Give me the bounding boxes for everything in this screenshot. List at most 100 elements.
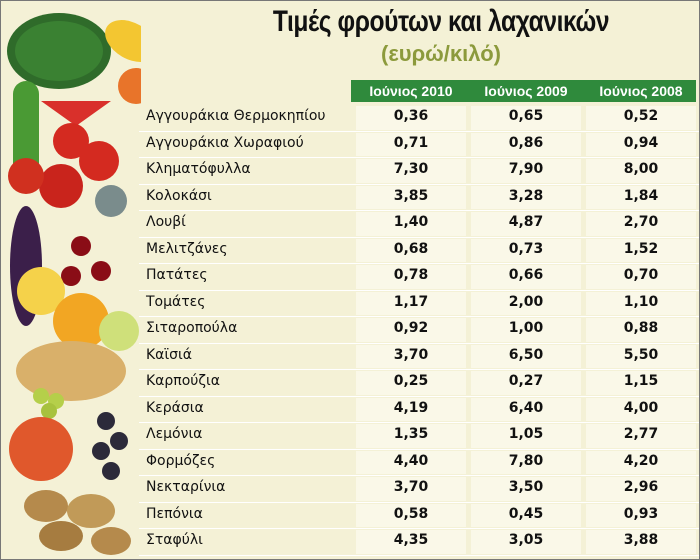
row-label: Λεμόνια — [146, 426, 203, 442]
price: 0,66 — [508, 267, 544, 283]
cell-bg — [471, 238, 581, 262]
price: 7,90 — [508, 161, 544, 177]
price: 3,88 — [623, 532, 659, 548]
cell-bg — [471, 159, 581, 183]
price: 0,65 — [508, 108, 544, 124]
row-label: Πεπόνια — [146, 505, 203, 522]
price: 2,96 — [623, 479, 659, 495]
price: 0,58 — [393, 505, 429, 522]
cell-bg — [356, 344, 466, 368]
row-divider — [139, 448, 699, 450]
cell-bg — [356, 132, 466, 156]
cell-bg — [471, 106, 581, 130]
cell-bg — [471, 212, 581, 236]
row-divider — [139, 395, 699, 397]
row-divider — [139, 422, 699, 423]
cell-bg — [471, 477, 581, 501]
price: 0,71 — [393, 134, 429, 151]
price: 0,70 — [623, 267, 659, 283]
row-divider — [139, 475, 699, 476]
cell-bg — [356, 530, 466, 554]
cell-bg — [586, 291, 696, 315]
cell-bg — [586, 106, 696, 130]
price: 2,77 — [623, 426, 659, 442]
row-label: Νεκταρίνια — [146, 479, 226, 495]
price: 4,35 — [393, 532, 429, 548]
cell-bg — [471, 344, 581, 368]
cell-bg — [586, 318, 696, 342]
price: 1,15 — [623, 373, 659, 389]
row-divider — [139, 316, 699, 317]
cell-bg — [356, 185, 466, 209]
column-header: Ιούνιος 2009 — [484, 83, 568, 99]
row-divider — [139, 236, 699, 238]
cell-bg — [586, 371, 696, 395]
cell-bg — [471, 291, 581, 315]
price: 6,50 — [508, 346, 544, 363]
price: 3,70 — [393, 346, 429, 363]
row-divider — [139, 501, 699, 503]
price: 2,70 — [623, 214, 659, 230]
cell-bg — [586, 424, 696, 448]
cell-bg — [356, 503, 466, 527]
cell-bg — [586, 159, 696, 183]
cell-bg — [356, 238, 466, 262]
cell-bg — [356, 265, 466, 289]
row-label: Αγγουράκια Χωραφιού — [146, 134, 304, 151]
price: 1,40 — [393, 214, 429, 230]
row-label: Τομάτες — [146, 293, 206, 310]
price: 0,86 — [508, 134, 544, 151]
title: Τιμές φρούτων και λαχανικών — [272, 5, 610, 38]
price: 4,20 — [623, 452, 659, 469]
row-divider — [139, 369, 699, 370]
column-header: Ιούνιος 2010 — [369, 83, 453, 99]
row-divider — [139, 554, 699, 556]
cell-bg — [356, 450, 466, 474]
row-label: Κεράσια — [146, 399, 204, 416]
price: 0,78 — [393, 267, 429, 283]
price: 3,50 — [508, 479, 544, 495]
price: 0,93 — [623, 505, 659, 522]
row-label: Καϊσιά — [146, 346, 192, 363]
cell-bg — [586, 132, 696, 156]
price: 1,00 — [508, 320, 544, 336]
cell-bg — [471, 397, 581, 421]
row-label: Καρπούζια — [146, 373, 220, 389]
price: 1,05 — [508, 426, 544, 442]
row-label: Πατάτες — [146, 267, 208, 283]
price: 1,35 — [393, 426, 429, 442]
price: 4,19 — [393, 399, 429, 416]
cell-bg — [471, 185, 581, 209]
cell-bg — [586, 212, 696, 236]
price: 1,52 — [623, 240, 659, 257]
row-divider — [139, 528, 699, 529]
row-label: Σταφύλι — [146, 532, 203, 548]
produce-illustration — [7, 13, 141, 555]
cell-bg — [356, 477, 466, 501]
row-divider — [139, 183, 699, 185]
cell-bg — [356, 397, 466, 421]
price: 0,92 — [393, 320, 429, 336]
price: 0,27 — [508, 373, 544, 389]
row-label: Σιταροπούλα — [146, 320, 238, 336]
cell-bg — [471, 318, 581, 342]
column-header: Ιούνιος 2008 — [599, 83, 683, 99]
cell-bg — [586, 185, 696, 209]
row-label: Κληματόφυλλα — [146, 161, 251, 177]
price: 1,17 — [393, 293, 429, 310]
price: 1,84 — [623, 187, 659, 204]
cell-bg — [586, 450, 696, 474]
price: 5,50 — [623, 346, 659, 363]
price: 4,00 — [623, 399, 659, 416]
cell-bg — [471, 530, 581, 554]
row-label: Μελιτζάνες — [146, 240, 228, 257]
price: 6,40 — [508, 399, 544, 416]
price: 0,52 — [623, 108, 659, 124]
cell-bg — [356, 159, 466, 183]
row-divider — [139, 342, 699, 344]
price: 7,80 — [508, 452, 544, 469]
cell-bg — [356, 318, 466, 342]
price: 3,05 — [508, 532, 544, 548]
price: 0,68 — [393, 240, 429, 257]
